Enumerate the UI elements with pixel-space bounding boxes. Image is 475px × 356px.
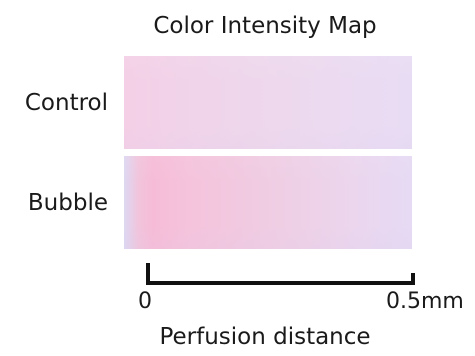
row-label-control: Control [24, 90, 108, 116]
chart-title: Color Intensity Map [153, 13, 377, 39]
intensity-strip-bubble [124, 156, 412, 249]
scale-bar [146, 263, 415, 285]
tick-label-start: 0 [138, 289, 152, 314]
intensity-strip-control [124, 56, 412, 149]
x-axis-label: Perfusion distance [159, 324, 371, 350]
row-label-bubble: Bubble [27, 190, 108, 216]
tick-label-end: 0.5mm [386, 289, 464, 314]
